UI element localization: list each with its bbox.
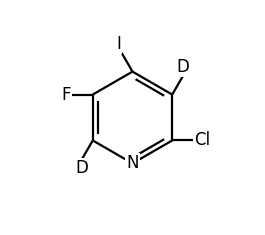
Text: F: F [61, 86, 71, 104]
Text: D: D [76, 159, 88, 177]
Text: D: D [177, 58, 189, 76]
Text: I: I [117, 35, 122, 53]
Text: Cl: Cl [194, 131, 210, 149]
Text: N: N [126, 154, 139, 172]
